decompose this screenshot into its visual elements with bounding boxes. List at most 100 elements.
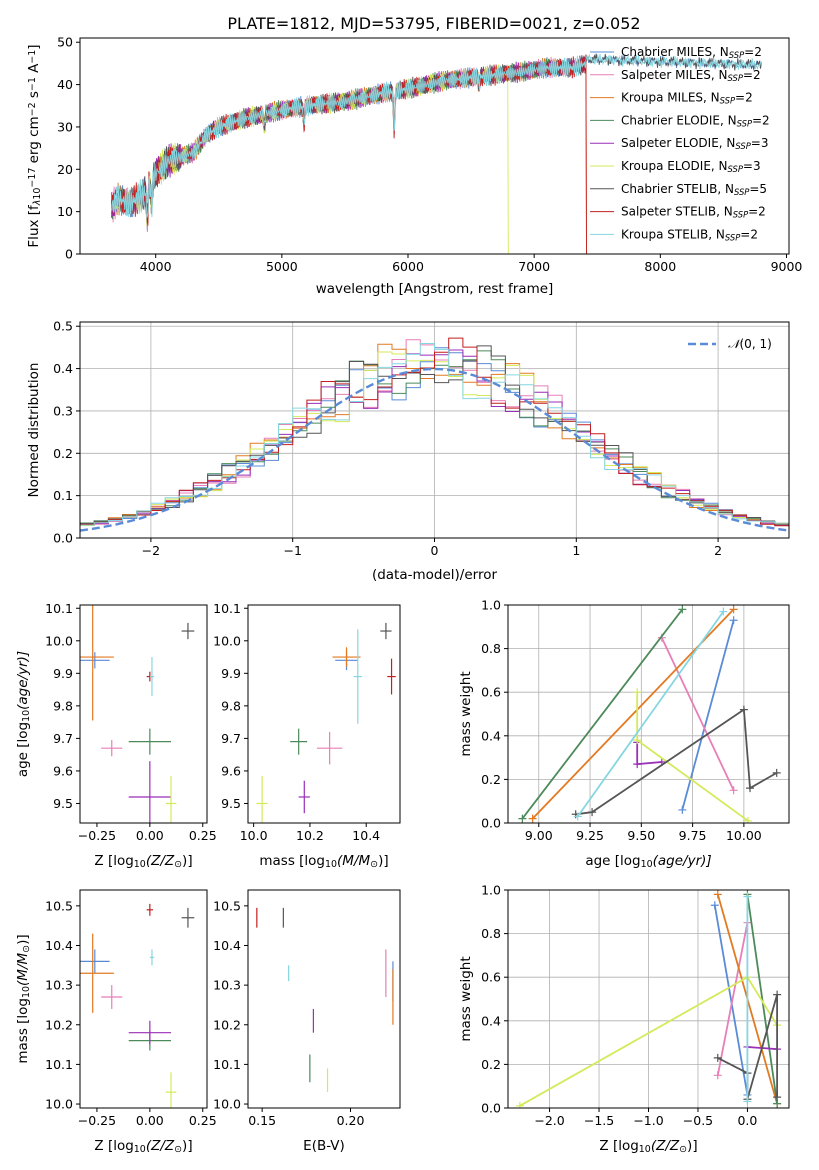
x-axis-label-part: 10 — [639, 1144, 651, 1155]
legend-text: Salpeter STELIB, N — [621, 205, 733, 219]
x-axis-label-part: Z [log — [94, 1138, 133, 1154]
y-tick-label: 0.6 — [481, 970, 501, 985]
weight-marker-chabrier_stelib — [746, 784, 755, 793]
y-axis-label-part: (M/M — [15, 953, 31, 986]
x-axis-label-part: (Z/Z — [146, 1138, 175, 1154]
y-tick-label: 9.9 — [221, 666, 241, 681]
weight-marker-chabrier_stelib — [588, 808, 597, 817]
x-axis-label-part: mass [log — [259, 853, 325, 869]
histogram-chabrier_stelib — [80, 345, 789, 538]
legend-entry-salpeter_stelib: Salpeter STELIB, NSSP=2 — [621, 205, 766, 220]
y-axis-label-part: A — [26, 63, 42, 77]
plot-area — [80, 903, 195, 1108]
legend-entry-salpeter_elodie: Salpeter ELODIE, NSSP=3 — [621, 136, 769, 151]
plot-area — [515, 890, 782, 1108]
y-tick-label: 0.4 — [53, 361, 73, 376]
y-axis-label-part: −1 — [27, 77, 38, 91]
x-tick-label: 0.00 — [136, 1113, 164, 1128]
x-tick-label: 9000 — [771, 259, 803, 274]
figure-title: PLATE=1812, MJD=53795, FIBERID=0021, z=0… — [227, 14, 640, 33]
legend-entry-kroupa_miles: Kroupa MILES, NSSP=2 — [621, 91, 753, 106]
weight-line-salpeter_elodie — [636, 742, 662, 766]
x-tick-label: 0.0 — [737, 1113, 757, 1128]
x-axis-label-part: ⊙ — [174, 1144, 182, 1155]
x-tick-label: 4000 — [140, 259, 172, 274]
axes-frame — [247, 604, 401, 824]
legend-text: Chabrier MILES, N — [621, 45, 729, 59]
weight-line-salpeter_miles — [660, 637, 735, 791]
x-tick-label: 2 — [714, 543, 722, 558]
y-tick-label: 10.5 — [213, 898, 241, 913]
weight-marker-chabrier_stelib — [773, 990, 782, 999]
y-tick-label: 0 — [65, 247, 73, 262]
y-axis-label-part: −1 — [27, 50, 38, 64]
y-tick-label: 0.0 — [481, 1101, 501, 1116]
x-axis-label: Z [log10(Z/Z⊙)] — [94, 1138, 192, 1155]
normal-curve — [80, 367, 787, 532]
x-axis-label: E(B-V) — [303, 1138, 345, 1154]
x-axis-label-part: ⊙ — [370, 859, 378, 870]
weight-marker-kroupa_elodie — [743, 816, 752, 823]
legend-sub: SSP — [734, 187, 750, 197]
x-axis-label: (data-model)/error — [372, 567, 498, 583]
y-tick-label: 10.0 — [45, 633, 73, 648]
legend-sub: SSP — [735, 141, 751, 151]
y-axis-label-part: 10 — [21, 986, 32, 998]
legend-sub: SSP — [720, 96, 736, 106]
y-axis-label-part: mass [log — [15, 998, 31, 1064]
y-axis-label-part: (age/yr)] — [15, 651, 31, 710]
weight-marker-chabrier_elodie — [678, 605, 687, 614]
x-tick-label: 9.75 — [679, 828, 707, 843]
weight-marker-kroupa_elodie — [633, 736, 642, 745]
y-tick-label: 9.9 — [53, 666, 73, 681]
x-tick-label: 6000 — [392, 259, 424, 274]
y-axis-label-part: ⊙ — [21, 945, 32, 953]
x-axis-label: wavelength [Angstrom, rest frame] — [316, 281, 554, 297]
y-tick-label: 1.0 — [481, 598, 501, 613]
x-tick-label: −0.5 — [683, 1113, 713, 1128]
weight-line-chabrier_elodie — [521, 608, 684, 820]
y-tick-label: 10 — [57, 204, 73, 219]
legend-val: =2 — [748, 205, 766, 219]
x-axis-label: Z [log10(Z/Z⊙)] — [94, 853, 192, 870]
weight-marker-chabrier_stelib — [773, 1093, 782, 1102]
plot-area — [518, 605, 781, 823]
spectrum-salpeter_elodie — [111, 56, 587, 227]
x-axis-label-part: 10 — [325, 859, 337, 870]
y-axis-label-part: −17 — [27, 168, 38, 188]
x-axis-label-part: ⊙ — [174, 859, 182, 870]
x-axis-label-part: Z [log — [599, 1138, 638, 1154]
y-axis-label-part: )] — [15, 934, 31, 945]
y-tick-label: 0.4 — [481, 728, 501, 743]
legend-text: Kroupa MILES, N — [621, 91, 720, 105]
x-axis-label: Z [log10(Z/Z⊙)] — [599, 1138, 697, 1155]
y-axis-label: mass weight — [458, 956, 474, 1041]
legend-sub: SSP — [737, 118, 753, 128]
y-tick-label: 30 — [57, 119, 73, 134]
x-tick-label: −1.5 — [584, 1113, 614, 1128]
legend-val: =3 — [743, 159, 761, 173]
plot-area — [256, 622, 396, 823]
y-tick-label: 10.0 — [45, 1097, 73, 1112]
y-tick-label: 1.0 — [481, 883, 501, 898]
x-tick-label: 7000 — [518, 259, 550, 274]
y-axis-label-part: age [log — [15, 722, 31, 777]
y-tick-label: 0.8 — [481, 926, 501, 941]
legend-entry-chabrier_elodie: Chabrier ELODIE, NSSP=2 — [621, 113, 770, 128]
legend-symbol: 𝒩 — [728, 337, 743, 351]
x-tick-label: 10.2 — [296, 828, 324, 843]
weight-marker-salpeter_miles — [713, 1071, 722, 1080]
weight-marker-kroupa_stelib — [743, 892, 752, 901]
y-tick-label: 50 — [57, 35, 73, 50]
x-axis-label-part: 10 — [134, 859, 146, 870]
weight-marker-chabrier_stelib — [713, 1053, 722, 1062]
weight-marker-kroupa_elodie — [633, 688, 642, 697]
legend-text: Salpeter ELODIE, N — [621, 136, 735, 150]
y-axis-label-part: −2 — [27, 102, 38, 116]
legend-text: Kroupa STELIB, N — [621, 227, 725, 241]
axes-age_vs_Z: −0.25 0.00 0.25 9.5 9.6 9.7 9.8 9.9 10.0 10.1 Z [l… — [15, 601, 217, 870]
x-axis-label-part: )] — [182, 853, 193, 869]
x-axis-label-part: (Z/Z — [146, 853, 175, 869]
x-tick-label: 0.20 — [337, 1113, 365, 1128]
weight-line-salpeter_miles — [716, 922, 749, 1076]
